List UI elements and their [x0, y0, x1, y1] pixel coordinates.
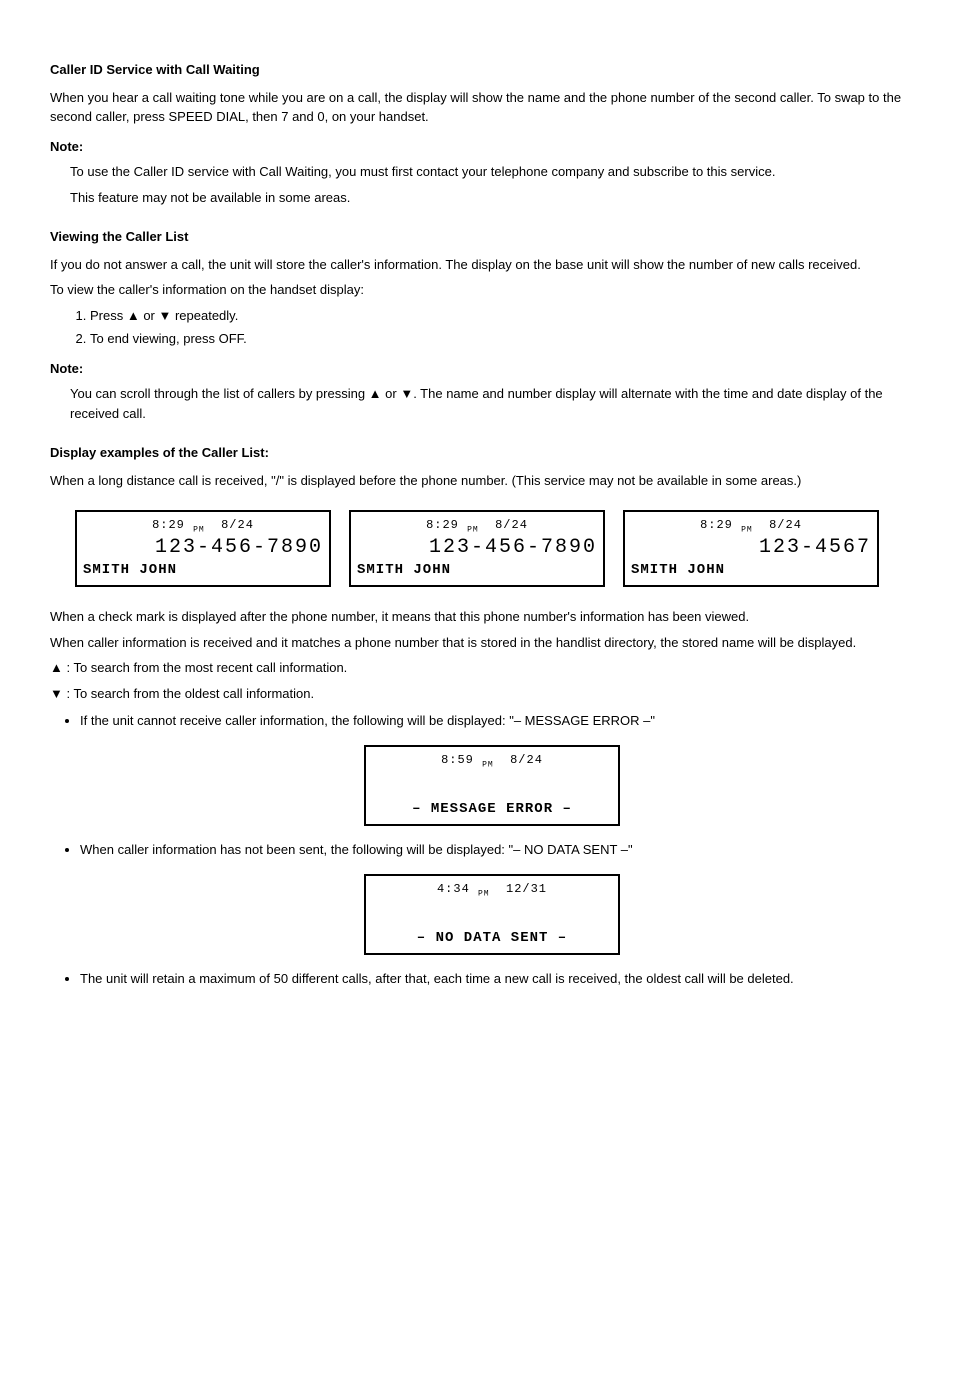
lcd-screen-b: 8:29 PM 8/24 123-456-7890 SMITH JOHN	[349, 510, 605, 587]
lcd-a-number: 123-456-7890	[83, 536, 323, 560]
lcd-nodata-time: 4:34 PM 12/31	[372, 880, 612, 900]
lcd-b-time: 8:29 PM 8/24	[357, 516, 597, 536]
arrow-up-meaning: ▲ : To search from the most recent call …	[50, 658, 904, 678]
lcd-msgerr-time: 8:59 PM 8/24	[372, 751, 612, 771]
log-step-2: To end viewing, press OFF.	[90, 329, 904, 349]
lcd-c-time: 8:29 PM 8/24	[631, 516, 871, 536]
section-title-cid: Caller ID Service with Call Waiting	[50, 60, 904, 80]
cid-note2: This feature may not be available in som…	[70, 188, 904, 208]
section-title-log: Viewing the Caller List	[50, 227, 904, 247]
lcd-c-name: SMITH JOHN	[631, 560, 871, 581]
lcd-screen-c: 8:29 PM 8/24 123-4567 SMITH JOHN	[623, 510, 879, 587]
lcd-screen-a: 8:29 PM 8/24 123-456-7890 SMITH JOHN	[75, 510, 331, 587]
cid-body: When you hear a call waiting tone while …	[50, 88, 904, 127]
log-note-label: Note:	[50, 359, 904, 379]
lcd-c-number: 123-4567	[631, 536, 871, 560]
caption-callerinfo: When caller information is received and …	[50, 633, 904, 653]
lcd-msg-error: 8:59 PM 8/24 – MESSAGE ERROR –	[364, 745, 620, 826]
arrow-down-meaning: ▼ : To search from the oldest call infor…	[50, 684, 904, 704]
lcd-msgerr-text: – MESSAGE ERROR –	[372, 799, 612, 820]
lcd-nodata-text: – NO DATA SENT –	[372, 928, 612, 949]
log-p2: To view the caller's information on the …	[50, 280, 904, 300]
bullet-max: The unit will retain a maximum of 50 dif…	[80, 969, 904, 989]
log-p1: If you do not answer a call, the unit wi…	[50, 255, 904, 275]
bullet-msg-error: If the unit cannot receive caller inform…	[80, 711, 904, 826]
log-scroll-note: You can scroll through the list of calle…	[70, 384, 904, 423]
lcd-a-name: SMITH JOHN	[83, 560, 323, 581]
log-steps: Press ▲ or ▼ repeatedly. To end viewing,…	[70, 306, 904, 349]
lcd-b-name: SMITH JOHN	[357, 560, 597, 581]
bullet-no-data: When caller information has not been sen…	[80, 840, 904, 955]
cid-note-label: Note:	[50, 137, 904, 157]
lcd-b-number: 123-456-7890	[357, 536, 597, 560]
bullet-list: If the unit cannot receive caller inform…	[80, 711, 904, 988]
cid-note1: To use the Caller ID service with Call W…	[70, 162, 904, 182]
lcd-row: 8:29 PM 8/24 123-456-7890 SMITH JOHN 8:2…	[50, 510, 904, 587]
lcd-a-time: 8:29 PM 8/24	[83, 516, 323, 536]
example-longdist: When a long distance call is received, "…	[50, 471, 904, 491]
log-step-1: Press ▲ or ▼ repeatedly.	[90, 306, 904, 326]
lcd-no-data: 4:34 PM 12/31 – NO DATA SENT –	[364, 874, 620, 955]
caption-check: When a check mark is displayed after the…	[50, 607, 904, 627]
section-title-examples: Display examples of the Caller List:	[50, 443, 904, 463]
